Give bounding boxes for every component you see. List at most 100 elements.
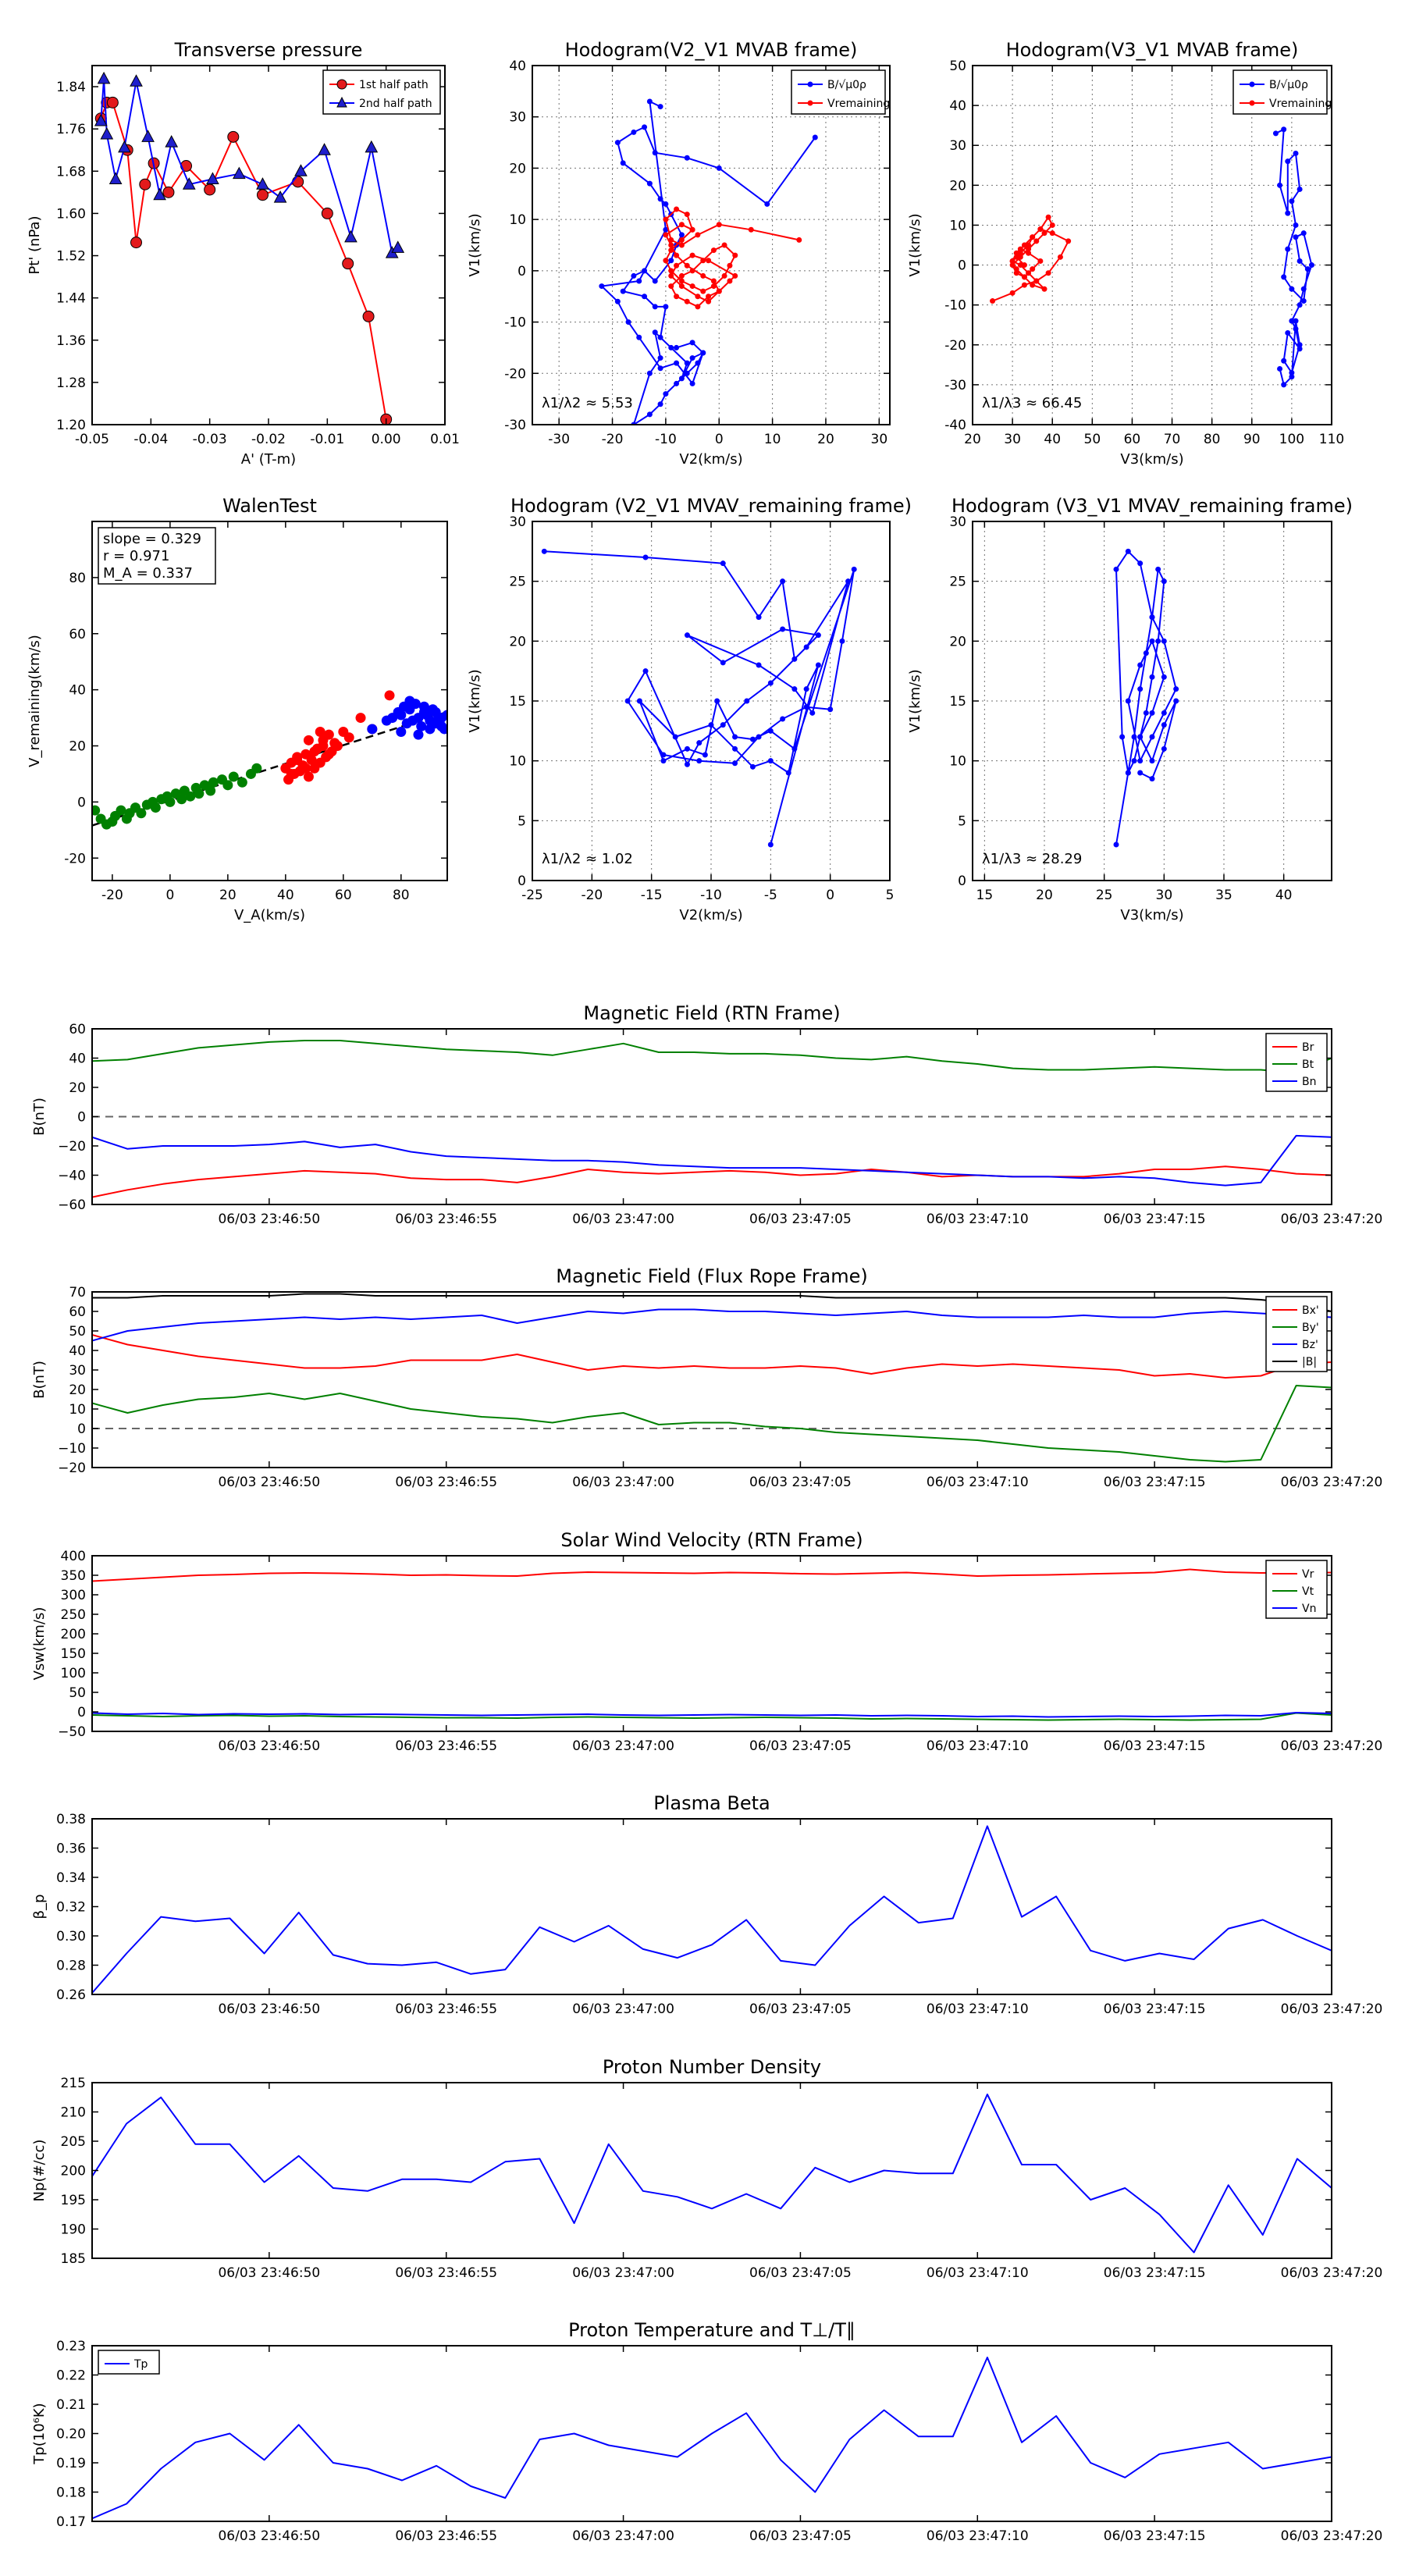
series--b- [92,1293,1332,1312]
tick-label-y: 40 [949,98,966,114]
data-point [695,360,701,366]
data-point [695,304,701,310]
data-point [660,752,667,758]
ticks: 06/03 23:46:50 06/03 23:46:55 06/03 23:47:… [56,2339,1382,2544]
y-axis-label: V1(km/s) [467,669,483,732]
data-point [1289,198,1295,205]
data-point [716,222,722,228]
data-point [1137,560,1144,567]
tick-label-y: 50 [69,1685,86,1701]
eigenvalue-ratio: λ1/λ3 ≈ 28.29 [982,851,1082,867]
tick-label-y: 10 [509,754,526,770]
tick-label-y: 60 [69,1022,86,1037]
series-tp [92,2357,1332,2520]
series-vt [92,1712,1332,1721]
tick-label-y: 215 [61,2076,86,2091]
series-red [280,690,395,785]
tick-label-y: 20 [69,1080,86,1096]
chart-title: Hodogram (V2_V1 MVAV_remaining frame) [510,495,912,517]
data-point [1131,758,1137,764]
data-point [416,720,427,731]
tick-label-y: 195 [61,2193,86,2208]
legend-marker [336,96,347,108]
data-point [689,340,695,346]
tick-label-x: 80 [1204,432,1221,447]
data-point [708,722,714,728]
data-point [700,350,706,356]
data-point [678,283,685,290]
data-point [642,294,648,300]
chart-p2: Hodogram(V2_V1 MVAB frame) -30 -20 -10 0 10 20… [467,39,891,468]
data-point [642,554,649,560]
tick-label-y: 30 [509,110,526,126]
tick-label-x: 0 [165,888,174,903]
data-point [1037,226,1044,233]
data-point [780,626,786,632]
tick-label-x: 0 [715,432,724,447]
tick-label-x: 06/03 23:46:50 [218,2528,320,2544]
plot-area [92,1568,1332,1721]
data-point [153,187,166,201]
tick-label-x: 06/03 23:47:15 [1104,1738,1206,1754]
y-axis-label: Tp(10⁶K) [31,2403,48,2464]
tick-label-x: 06/03 23:47:00 [572,1212,674,1227]
tick-label-y: 5 [958,813,966,829]
y-axis-label: V1(km/s) [907,213,923,276]
data-point [1281,382,1287,388]
data-point [678,375,685,382]
ticks: 06/03 23:46:50 06/03 23:46:55 06/03 23:47:… [61,2076,1383,2281]
tick-label-y: 0.17 [56,2514,86,2530]
tick-label-x: 10 [764,432,781,447]
tick-label-y: -30 [504,418,526,433]
chart-title: WalenTest [222,495,317,517]
tick-label-x: 06/03 23:46:55 [395,2265,497,2281]
data-point [689,252,695,258]
data-point [1304,266,1311,272]
y-axis-label: Vsw(km/s) [31,1607,48,1681]
tick-label-x: 20 [1036,888,1053,903]
data-point [684,155,690,161]
data-point [1026,270,1032,276]
data-point [130,74,143,87]
data-point [1026,242,1032,248]
data-point [301,763,311,774]
tick-label-y: 0.21 [56,2397,86,2413]
data-point [292,176,304,188]
tick-label-x: 06/03 23:47:20 [1281,2001,1383,2017]
data-point [706,298,712,304]
y-axis-label: Pt' (nPa) [27,215,43,274]
plot-area [92,1040,1332,1198]
data-point [791,686,798,692]
data-point [436,713,447,724]
y-axis-label: V1(km/s) [467,213,483,276]
eigenvalue-ratio: λ1/λ2 ≈ 1.02 [542,851,633,867]
data-point [130,237,142,249]
tick-label-x: 06/03 23:47:20 [1281,1212,1383,1227]
data-point [1272,130,1279,137]
tick-label-x: 0 [826,888,834,903]
data-point [1149,710,1155,716]
data-point [767,680,774,686]
data-point [652,150,658,156]
tick-label-y: 15 [509,694,526,710]
data-point [684,370,690,376]
ticks: 06/03 23:46:50 06/03 23:46:55 06/03 23:47:… [58,1022,1382,1227]
legend-frame [1265,1560,1328,1619]
tick-label-y: 10 [69,1402,86,1418]
data-point [92,805,101,816]
data-point [1125,548,1131,554]
data-point [657,196,663,202]
x-axis-label: V_A(km/s) [234,907,305,923]
data-point [97,71,111,84]
tick-label-y: 30 [949,514,966,530]
data-point [721,272,727,279]
data-point [599,283,605,290]
data-point [1293,222,1299,228]
tick-label-y: 0.20 [56,2427,86,2443]
data-point [700,272,706,279]
data-point [1161,674,1167,680]
data-point [1125,698,1131,704]
data-point [668,268,674,274]
